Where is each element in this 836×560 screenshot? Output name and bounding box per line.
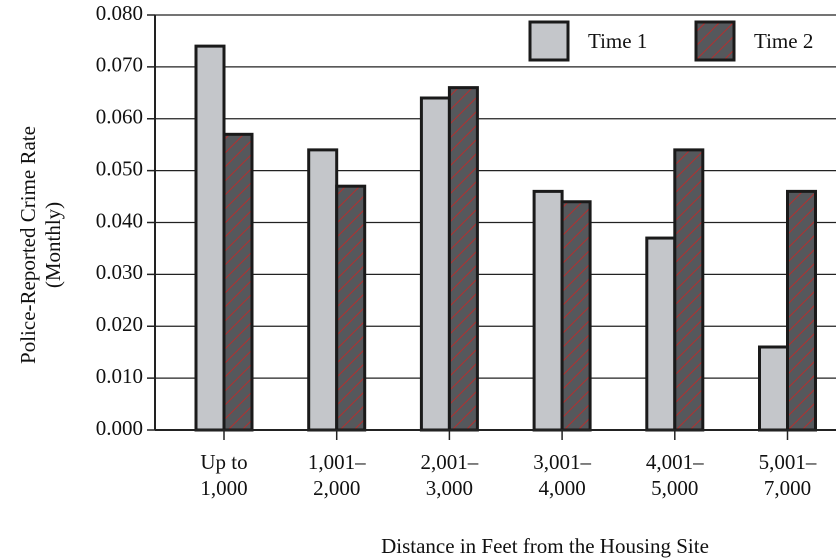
x-tick-label: 4,001– bbox=[646, 450, 704, 474]
legend-swatch bbox=[694, 20, 736, 62]
x-tick-label: 3,001– bbox=[533, 450, 591, 474]
y-tick-label: 0.000 bbox=[96, 416, 143, 440]
y-tick-label: 0.080 bbox=[96, 1, 143, 25]
legend-swatch bbox=[528, 20, 570, 62]
bar bbox=[758, 345, 789, 432]
y-tick-label: 0.050 bbox=[96, 156, 143, 180]
y-axis-title: (Monthly) bbox=[41, 202, 65, 288]
legend-label: Time 1 bbox=[588, 29, 647, 53]
y-tick-label: 0.040 bbox=[96, 208, 143, 232]
x-tick-label: 1,001– bbox=[308, 450, 366, 474]
x-tick-label: 3,000 bbox=[426, 476, 473, 500]
x-tick-label: 7,000 bbox=[764, 476, 811, 500]
x-tick-label: 2,000 bbox=[313, 476, 360, 500]
x-tick-label: 4,000 bbox=[538, 476, 585, 500]
bar bbox=[673, 148, 705, 432]
bar bbox=[335, 184, 367, 432]
x-tick-label: 5,001– bbox=[759, 450, 817, 474]
y-tick-label: 0.060 bbox=[96, 105, 143, 129]
bar bbox=[532, 189, 564, 432]
bar bbox=[222, 132, 254, 432]
y-tick-label: 0.030 bbox=[96, 260, 143, 284]
legend-label: Time 2 bbox=[754, 29, 813, 53]
y-tick-label: 0.020 bbox=[96, 312, 143, 336]
x-tick-label: 2,001– bbox=[421, 450, 479, 474]
bar bbox=[447, 86, 479, 432]
y-axis-title: Police-Reported Crime Rate bbox=[16, 126, 40, 364]
bar bbox=[307, 148, 339, 432]
x-axis-title: Distance in Feet from the Housing Site bbox=[381, 534, 709, 558]
x-tick-label: Up to bbox=[200, 450, 247, 474]
y-tick-label: 0.070 bbox=[96, 53, 143, 77]
bar bbox=[786, 189, 817, 432]
x-tick-label: 1,000 bbox=[200, 476, 247, 500]
y-tick-label: 0.010 bbox=[96, 364, 143, 388]
x-tick-label: 5,000 bbox=[651, 476, 698, 500]
bar bbox=[194, 44, 226, 432]
bar bbox=[645, 236, 677, 432]
bar bbox=[560, 200, 592, 432]
bar bbox=[419, 96, 451, 432]
